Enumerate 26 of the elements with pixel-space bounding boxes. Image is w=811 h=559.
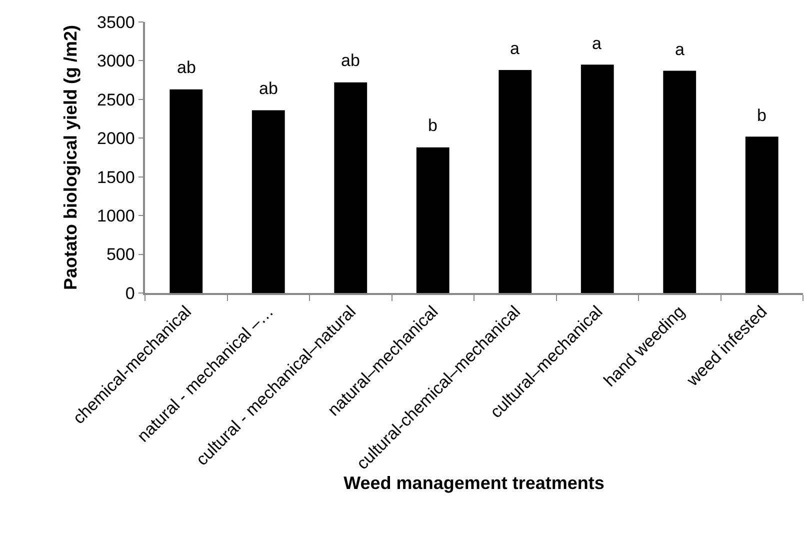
bar [580, 64, 614, 293]
bar [663, 70, 696, 293]
y-tick-label: 0 [125, 284, 135, 303]
annotation: ab [259, 79, 278, 98]
y-tick-label: 2500 [97, 90, 135, 110]
y-tick-label: 1000 [97, 206, 135, 226]
y-tick-label: 500 [106, 245, 135, 264]
annotation: ab [341, 51, 360, 70]
y-tick-label: 3500 [97, 12, 135, 32]
bar [252, 110, 285, 293]
y-tick-label: 3000 [97, 52, 135, 71]
x-axis-title: Weed management treatments [344, 473, 604, 494]
annotation: a [675, 40, 685, 59]
bar [416, 147, 450, 293]
bar [334, 82, 368, 293]
annotation: a [592, 34, 602, 53]
annotation: ab [177, 58, 196, 77]
y-axis-title: Paotato biological yield (g /m2) [60, 24, 81, 290]
y-tick-label: 2000 [97, 129, 135, 148]
y-tick-label: 1500 [97, 168, 135, 187]
bar [170, 89, 203, 293]
annotation: b [757, 106, 766, 125]
bar [498, 70, 532, 293]
annotation: a [510, 39, 520, 58]
bar [745, 136, 778, 293]
annotation: b [428, 116, 438, 135]
